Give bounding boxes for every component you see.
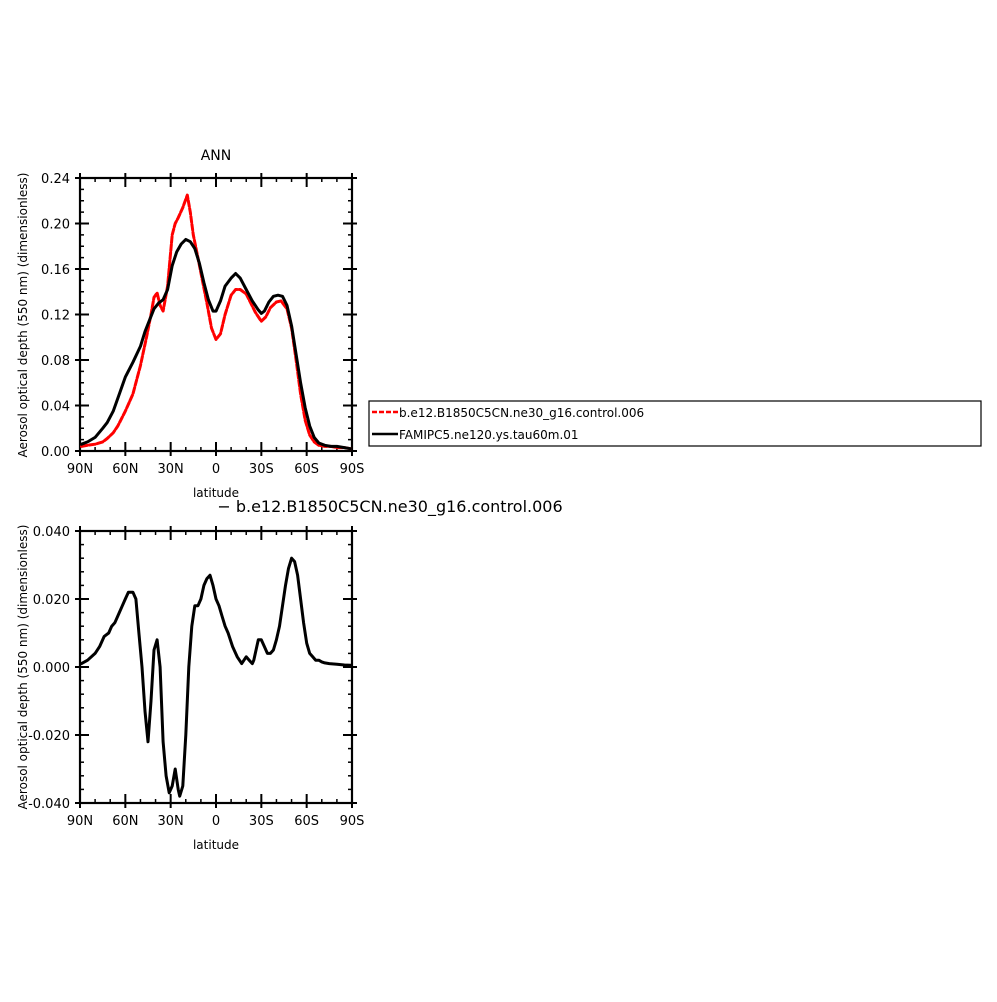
bottom-plot: − b.e12.B1850C5CN.ne30_g16.control.006 l…: [0, 497, 563, 852]
bottom-x-tick-label: 0: [212, 814, 220, 829]
bottom-x-tick-label: 30S: [249, 814, 274, 829]
bottom-y-tick-label: 0.040: [33, 525, 70, 540]
bottom-y-tick-label: -0.020: [28, 729, 70, 744]
bottom-ylabel-mask: [0, 519, 13, 831]
top-plot-title: ANN: [201, 148, 232, 164]
legend: b.e12.B1850C5CN.ne30_g16.control.006 FAM…: [368, 400, 982, 447]
legend-label-black: FAMIPC5.ne120.ys.tau60m.01: [399, 428, 579, 442]
bottom-plot-frame: [78, 529, 354, 805]
top-y-tick-label: 0.24: [41, 172, 70, 187]
top-x-tick-label: 0: [212, 462, 220, 477]
top-plot-frame: [78, 176, 354, 453]
bottom-plot-area: 90N 60N 30N 0 30S 60S 90S -0.040 -0.020 0.000 0.02…: [28, 525, 364, 829]
bottom-plot-xlabel: latitude: [193, 838, 239, 852]
legend-box: [368, 400, 982, 447]
top-y-tick-label: 0.20: [41, 218, 70, 233]
bottom-plot-title: − b.e12.B1850C5CN.ne30_g16.control.006: [217, 497, 562, 517]
top-plot: ANN latitude Aerosol optical depth (550 …: [16, 148, 364, 500]
legend-label-red: b.e12.B1850C5CN.ne30_g16.control.006: [399, 406, 644, 420]
top-x-tick-label: 60N: [112, 462, 138, 477]
bottom-y-tick-label: 0.020: [33, 593, 70, 608]
bottom-x-tick-label: 60N: [112, 814, 138, 829]
bottom-plot-ylabel: Aerosol optical depth (550 nm) (dimensio…: [16, 525, 30, 810]
top-plot-ylabel: Aerosol optical depth (550 nm) (dimensio…: [16, 173, 30, 458]
top-y-tick-label: 0.12: [41, 309, 70, 324]
bottom-y-tick-label: 0.000: [33, 661, 70, 676]
top-series-line-0: [80, 193, 352, 451]
top-y-tick-label: 0.00: [41, 445, 70, 460]
bottom-x-tick-label: 60S: [294, 814, 319, 829]
bottom-y-tick-label: -0.040: [28, 797, 70, 812]
top-plot-area: 90N 60N 30N 0 30S 60S 90S 0.00 0.04 0.08 0.12 0.16 0…: [41, 172, 364, 477]
top-plot-xlabel: latitude: [193, 486, 239, 500]
bottom-x-tick-label: 90S: [340, 814, 365, 829]
bottom-series-line-0: [80, 556, 352, 798]
bottom-x-tick-label: 90N: [67, 814, 93, 829]
top-y-tick-label: 0.08: [41, 354, 70, 369]
top-x-tick-label: 30N: [158, 462, 184, 477]
top-y-tick-label: 0.04: [41, 400, 70, 415]
top-x-tick-label: 30S: [249, 462, 274, 477]
top-x-tick-label: 90S: [340, 462, 365, 477]
top-x-tick-label: 60S: [294, 462, 319, 477]
top-x-tick-label: 90N: [67, 462, 93, 477]
bottom-x-tick-label: 30N: [158, 814, 184, 829]
top-series-line-1: [80, 237, 352, 451]
top-y-tick-label: 0.16: [41, 263, 70, 278]
